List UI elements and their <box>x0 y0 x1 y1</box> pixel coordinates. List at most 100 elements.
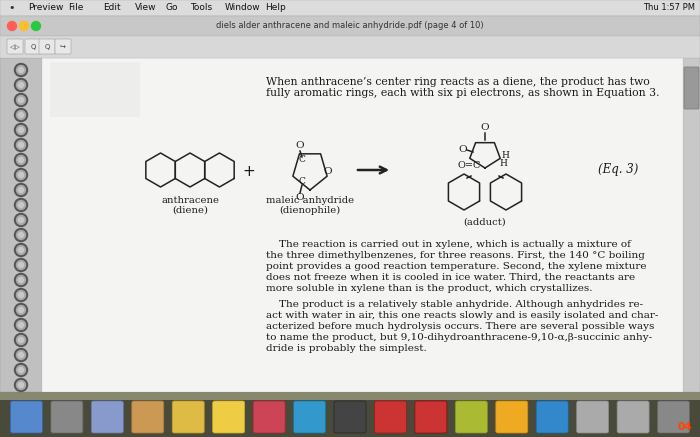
Circle shape <box>17 320 25 329</box>
Circle shape <box>15 243 27 257</box>
Circle shape <box>15 169 27 181</box>
Circle shape <box>15 214 27 226</box>
Circle shape <box>17 125 25 135</box>
FancyBboxPatch shape <box>253 401 285 433</box>
Text: O: O <box>458 145 468 153</box>
FancyBboxPatch shape <box>293 401 326 433</box>
Text: Go: Go <box>165 3 178 13</box>
Text: ↪: ↪ <box>60 44 66 50</box>
Circle shape <box>15 139 27 152</box>
Text: C: C <box>299 156 305 164</box>
FancyBboxPatch shape <box>7 39 23 54</box>
Circle shape <box>17 185 25 194</box>
Text: File: File <box>68 3 83 13</box>
Text: (Eq. 3): (Eq. 3) <box>598 163 638 177</box>
FancyBboxPatch shape <box>455 401 487 433</box>
Circle shape <box>17 66 25 74</box>
Circle shape <box>17 275 25 284</box>
Text: Window: Window <box>225 3 260 13</box>
Circle shape <box>17 230 25 239</box>
FancyBboxPatch shape <box>617 401 649 433</box>
Circle shape <box>15 79 27 91</box>
Circle shape <box>18 353 24 357</box>
Circle shape <box>18 382 24 388</box>
Text: Thu 1:57 PM: Thu 1:57 PM <box>643 3 695 13</box>
Text: H: H <box>501 152 509 160</box>
Circle shape <box>15 348 27 361</box>
Circle shape <box>17 291 25 299</box>
Text: point provides a good reaction temperature. Second, the xylene mixture: point provides a good reaction temperatu… <box>266 262 647 271</box>
Text: O: O <box>295 142 304 150</box>
Circle shape <box>32 21 41 31</box>
Text: dride is probably the simplest.: dride is probably the simplest. <box>266 344 427 353</box>
Circle shape <box>18 202 24 208</box>
Circle shape <box>17 260 25 270</box>
Circle shape <box>20 21 29 31</box>
Circle shape <box>18 83 24 87</box>
Text: Help: Help <box>265 3 286 13</box>
FancyBboxPatch shape <box>55 39 71 54</box>
Text: C: C <box>299 177 305 187</box>
Text: Q: Q <box>44 44 50 50</box>
Text: maleic anhydride: maleic anhydride <box>266 196 354 205</box>
Circle shape <box>15 319 27 332</box>
Text: When anthracene’s center ring reacts as a diene, the product has two: When anthracene’s center ring reacts as … <box>266 77 650 87</box>
FancyBboxPatch shape <box>0 36 700 58</box>
Circle shape <box>18 173 24 177</box>
FancyBboxPatch shape <box>132 401 164 433</box>
Text: ◁▷: ◁▷ <box>10 44 20 50</box>
Circle shape <box>17 170 25 180</box>
Circle shape <box>17 381 25 389</box>
Circle shape <box>18 218 24 222</box>
FancyBboxPatch shape <box>657 401 690 433</box>
Circle shape <box>18 112 24 118</box>
Circle shape <box>17 96 25 104</box>
Text: fully aromatic rings, each with six pi electrons, as shown in Equation 3.: fully aromatic rings, each with six pi e… <box>266 89 659 98</box>
FancyBboxPatch shape <box>536 401 568 433</box>
Circle shape <box>18 157 24 163</box>
Text: the three dimethylbenzenes, for three reasons. First, the 140 °C boiling: the three dimethylbenzenes, for three re… <box>266 251 645 260</box>
Text: O: O <box>481 124 489 132</box>
Circle shape <box>18 128 24 132</box>
Circle shape <box>18 187 24 193</box>
Circle shape <box>17 350 25 360</box>
FancyBboxPatch shape <box>51 401 83 433</box>
Circle shape <box>18 292 24 298</box>
Text: 04: 04 <box>678 422 692 432</box>
Circle shape <box>17 336 25 344</box>
Text: more soluble in xylene than is the product, which crystallizes.: more soluble in xylene than is the produ… <box>266 284 592 293</box>
FancyBboxPatch shape <box>25 39 41 54</box>
FancyBboxPatch shape <box>0 400 700 437</box>
Text: H: H <box>499 160 507 169</box>
Circle shape <box>17 80 25 90</box>
Text: The reaction is carried out in xylene, which is actually a mixture of: The reaction is carried out in xylene, w… <box>266 240 631 249</box>
FancyBboxPatch shape <box>496 401 528 433</box>
Circle shape <box>15 364 27 377</box>
Text: Q: Q <box>30 44 36 50</box>
FancyBboxPatch shape <box>0 392 700 437</box>
Circle shape <box>17 201 25 209</box>
Circle shape <box>18 323 24 327</box>
Circle shape <box>15 333 27 347</box>
Circle shape <box>15 259 27 271</box>
Circle shape <box>8 21 17 31</box>
FancyBboxPatch shape <box>172 401 204 433</box>
Circle shape <box>17 141 25 149</box>
Circle shape <box>18 368 24 372</box>
Text: O: O <box>323 167 332 177</box>
Circle shape <box>18 277 24 282</box>
Circle shape <box>15 378 27 392</box>
Text: The product is a relatively stable anhydride. Although anhydrides re-: The product is a relatively stable anhyd… <box>266 300 643 309</box>
Circle shape <box>15 274 27 287</box>
FancyBboxPatch shape <box>10 401 43 433</box>
Text: •: • <box>8 3 15 13</box>
Circle shape <box>18 97 24 103</box>
Text: (adduct): (adduct) <box>463 218 506 227</box>
FancyBboxPatch shape <box>683 58 700 392</box>
Circle shape <box>15 229 27 242</box>
Circle shape <box>18 232 24 237</box>
Circle shape <box>17 215 25 225</box>
Circle shape <box>15 198 27 212</box>
FancyBboxPatch shape <box>50 62 140 117</box>
FancyBboxPatch shape <box>415 401 447 433</box>
